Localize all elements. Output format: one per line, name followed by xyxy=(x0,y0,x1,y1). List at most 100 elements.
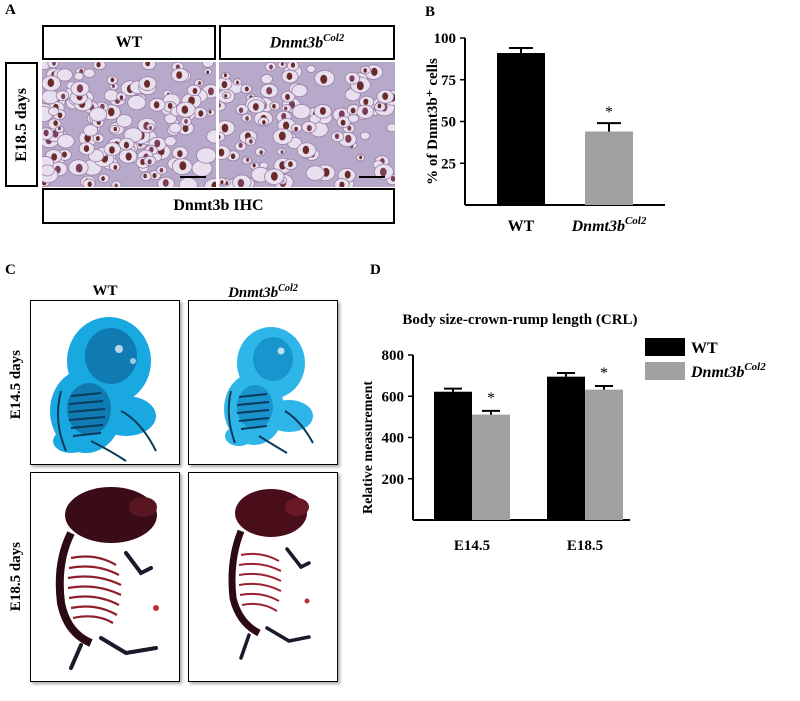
stained-nucleus xyxy=(113,126,117,132)
stained-nucleus xyxy=(206,70,210,75)
y-tick-label: 400 xyxy=(382,431,405,447)
stained-nucleus xyxy=(221,123,229,133)
stained-nucleus xyxy=(237,179,245,187)
stained-nucleus xyxy=(147,159,152,165)
stained-nucleus xyxy=(53,120,58,127)
stained-nucleus xyxy=(76,84,84,93)
y-axis-label: Relative measurement xyxy=(361,381,376,514)
stained-nucleus xyxy=(338,110,345,118)
stained-nucleus xyxy=(219,148,225,157)
stained-nucleus xyxy=(269,64,273,70)
panel-a-mutant-label: Dnmt3bCol2 xyxy=(269,32,345,52)
stained-nucleus xyxy=(145,62,151,67)
chondrocyte-lacuna xyxy=(305,165,325,181)
stained-nucleus xyxy=(220,180,224,185)
stained-nucleus xyxy=(47,78,55,88)
chondrocyte-lacuna xyxy=(206,129,216,144)
stained-nucleus xyxy=(320,74,328,84)
stained-nucleus xyxy=(87,181,92,187)
panel-a-label: A xyxy=(5,2,16,18)
stained-nucleus xyxy=(252,163,256,168)
x-tick-label: WT xyxy=(508,218,535,235)
stained-nucleus xyxy=(238,142,243,148)
bar xyxy=(434,391,472,520)
stained-nucleus xyxy=(339,181,345,187)
stained-nucleus xyxy=(184,119,188,124)
stained-nucleus xyxy=(181,105,189,114)
stained-nucleus xyxy=(208,87,214,96)
stained-nucleus xyxy=(238,107,244,113)
panel-c-row1-label: E14.5 days xyxy=(7,350,24,420)
stained-nucleus xyxy=(95,136,100,142)
stained-nucleus xyxy=(176,71,183,79)
chondrocyte-lacuna xyxy=(386,123,395,133)
legend-swatch xyxy=(645,362,685,380)
y-axis-label: % of Dnmt3b⁺ cells xyxy=(425,58,441,185)
chondrocyte-lacuna xyxy=(196,147,216,164)
stained-nucleus xyxy=(259,150,264,155)
stained-nucleus xyxy=(177,150,183,158)
stained-nucleus xyxy=(198,110,204,117)
stained-nucleus xyxy=(236,80,239,85)
stained-nucleus xyxy=(302,145,310,155)
skeleton-wt-image xyxy=(55,487,159,670)
stained-nucleus xyxy=(319,107,326,115)
stained-nucleus xyxy=(382,92,389,101)
ihc-micrograph-mutant-image xyxy=(219,62,395,187)
stained-nucleus xyxy=(350,107,356,114)
stained-nucleus xyxy=(345,134,352,143)
stained-nucleus xyxy=(262,120,266,125)
stained-nucleus xyxy=(285,93,290,100)
panel-a-bottom-label: Dnmt3b IHC xyxy=(173,197,264,214)
stained-nucleus xyxy=(75,163,83,173)
panel-c-mutant-header: Dnmt3bCol2 xyxy=(228,283,298,301)
stained-nucleus xyxy=(245,116,249,121)
chart-d: Body size-crown-rump length (CRL) 200 400 6… xyxy=(361,312,766,554)
stained-nucleus xyxy=(125,152,132,161)
panel-c-wt-header: WT xyxy=(92,283,118,299)
stained-nucleus xyxy=(359,155,363,160)
stained-nucleus xyxy=(270,171,278,181)
legend-label: Dnmt3bCol2 xyxy=(690,361,766,381)
ihc-micrograph-mutant xyxy=(219,62,395,187)
stained-nucleus xyxy=(349,75,355,82)
panel-d-label: D xyxy=(370,262,381,278)
stained-nucleus xyxy=(61,93,66,100)
stained-nucleus xyxy=(159,167,164,173)
chondrocyte-lacuna xyxy=(359,131,371,140)
stained-nucleus xyxy=(379,167,387,177)
stained-nucleus xyxy=(211,181,216,187)
chondrocyte-lacuna xyxy=(73,72,84,81)
panel-a-bottom-label-box: Dnmt3b IHC xyxy=(42,188,395,224)
chondrocyte-lacuna xyxy=(219,131,226,142)
stained-nucleus xyxy=(162,179,169,187)
bar xyxy=(585,131,633,205)
skeletal-stain-mutant-e14-5 xyxy=(188,300,338,465)
stained-nucleus xyxy=(43,129,49,137)
stained-nucleus xyxy=(51,153,58,161)
chondrocyte-lacuna xyxy=(127,95,147,111)
chondrocyte-lacuna xyxy=(57,134,75,149)
stained-nucleus xyxy=(230,153,236,160)
chart-title: Body size-crown-rump length (CRL) xyxy=(402,312,637,328)
stained-nucleus xyxy=(280,62,284,66)
bar xyxy=(585,389,623,520)
chondrocyte-lacuna xyxy=(103,89,119,102)
stained-nucleus xyxy=(208,110,212,114)
panel-a-row-label: E18.5 days xyxy=(12,87,30,162)
stained-nucleus xyxy=(143,173,147,179)
stained-nucleus xyxy=(113,165,118,170)
chondrocyte-lacuna xyxy=(291,103,311,120)
stained-nucleus xyxy=(245,157,250,162)
stained-nucleus xyxy=(272,104,276,109)
stained-nucleus xyxy=(288,161,293,168)
stained-nucleus xyxy=(224,93,228,98)
stained-nucleus xyxy=(107,107,115,117)
stained-nucleus xyxy=(252,102,259,111)
stained-nucleus xyxy=(363,98,369,106)
embryo-blue-wt-image xyxy=(50,317,157,462)
panel-c-row1-label-wrap: E14.5 days xyxy=(6,305,26,465)
stained-nucleus xyxy=(390,175,395,182)
significance-marker: * xyxy=(487,390,495,407)
chondrocyte-lacuna xyxy=(164,113,177,124)
